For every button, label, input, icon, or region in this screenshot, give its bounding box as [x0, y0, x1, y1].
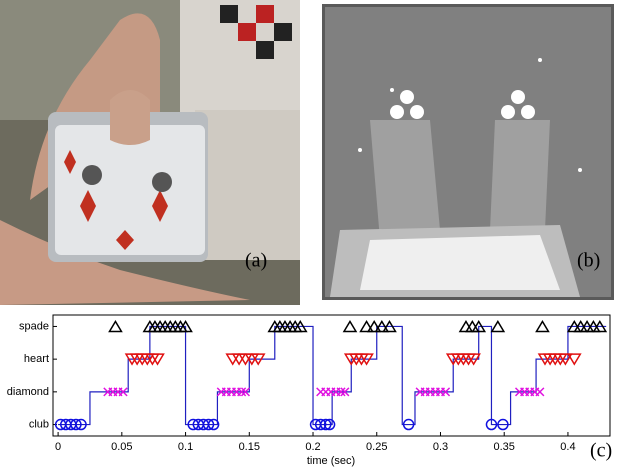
panel-label: (b)	[577, 250, 600, 272]
x-tick-label: 0.3	[433, 441, 448, 453]
x-tick-label: 0	[55, 441, 61, 453]
panel-label: (a)	[245, 250, 267, 272]
x-tick-label: 0.2	[305, 441, 320, 453]
x-tick-label: 0.05	[111, 441, 132, 453]
y-tick-label: diamond	[7, 386, 49, 398]
plot-frame	[53, 315, 610, 436]
panel-label: (c)	[590, 440, 612, 462]
x-tick-label: 0.1	[178, 441, 193, 453]
y-tick-label: spade	[19, 320, 49, 332]
y-tick-label: club	[29, 418, 49, 430]
x-tick-label: 0.15	[239, 441, 260, 453]
x-axis-label: time (sec)	[307, 455, 355, 467]
figure: (a) (b) (c) time (sec) 0 0.05 0.1 0.15 0.2 0.…	[0, 0, 619, 468]
x-tick-label: 0.25	[366, 441, 387, 453]
x-tick-label: 0.4	[560, 441, 575, 453]
y-tick-label: heart	[24, 353, 49, 365]
photo-b	[322, 4, 614, 300]
x-tick-label: 0.35	[493, 441, 514, 453]
